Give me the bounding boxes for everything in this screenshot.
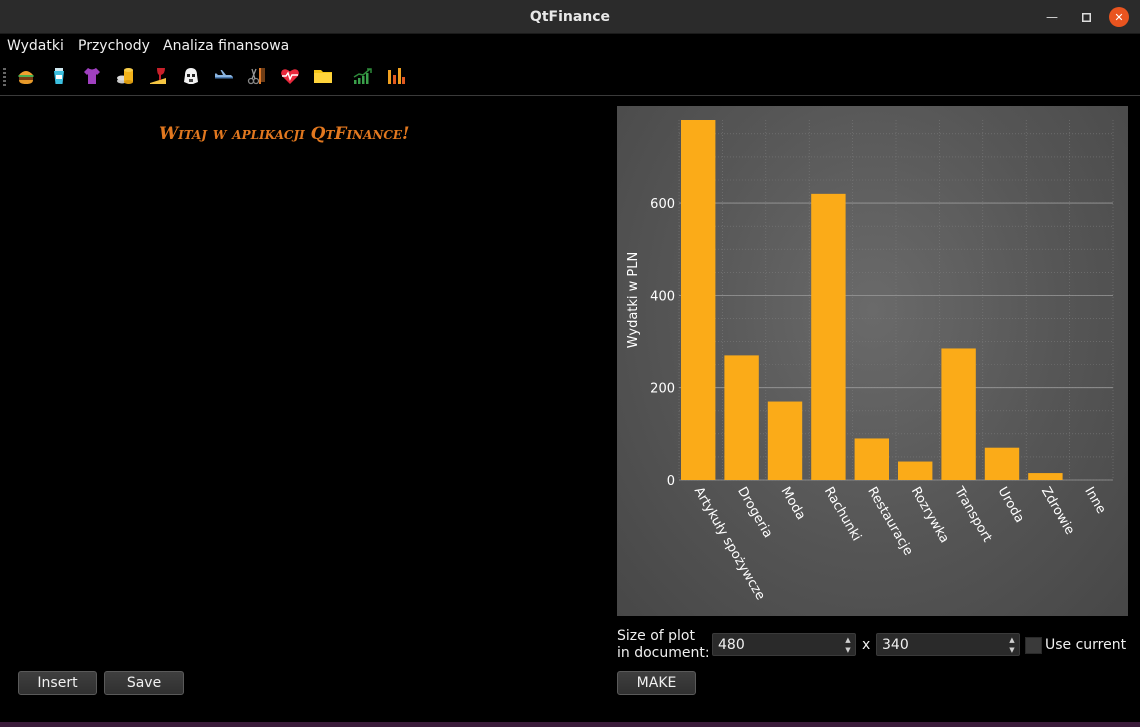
x-tick-label: Transport xyxy=(951,484,995,545)
bar-0 xyxy=(681,120,716,480)
spin-up-icon[interactable]: ▲ xyxy=(845,636,851,644)
welcome-text: Witaj w aplikacji QtFinance! xyxy=(159,124,410,144)
desktop-edge xyxy=(0,722,1140,727)
x-tick-label: Uroda xyxy=(995,485,1027,526)
close-icon: ✕ xyxy=(1114,10,1124,24)
plot-size-label-line1: Size of plot xyxy=(617,628,695,644)
use-current-checkbox-box[interactable] xyxy=(1025,637,1042,654)
toolbar-grip[interactable] xyxy=(3,68,6,86)
plot-width-value: 480 xyxy=(718,637,745,653)
x-tick-label: Inne xyxy=(1081,485,1108,517)
folder-icon[interactable] xyxy=(313,66,333,86)
burger-icon[interactable] xyxy=(16,66,36,86)
growth-chart-icon[interactable] xyxy=(353,66,373,86)
bar-5 xyxy=(898,461,933,480)
bar-4 xyxy=(854,438,889,480)
x-tick-label: Rozrywka xyxy=(908,485,952,546)
cosmetics-icon[interactable] xyxy=(49,66,69,86)
bar-3 xyxy=(811,193,846,480)
stormtrooper-icon[interactable] xyxy=(181,66,201,86)
y-tick-label: 0 xyxy=(667,474,675,489)
bar-chart-icon[interactable] xyxy=(386,66,406,86)
menu-przychody[interactable]: Przychody xyxy=(78,38,150,54)
spin-up-icon[interactable]: ▲ xyxy=(1009,636,1015,644)
maximize-icon xyxy=(1081,12,1091,22)
plot-height-value: 340 xyxy=(882,637,909,653)
airplane-icon[interactable] xyxy=(214,66,234,86)
menu-bar: Wydatki Przychody Analiza finansowa xyxy=(0,34,1140,58)
use-current-checkbox[interactable]: Use current xyxy=(1025,636,1127,655)
plot-width-spinbox[interactable]: 480 ▲ ▼ xyxy=(712,633,856,656)
x-tick-label: Restauracje xyxy=(864,485,915,559)
bar-6 xyxy=(941,348,976,480)
coins-icon[interactable] xyxy=(115,66,135,86)
use-current-label: Use current xyxy=(1045,637,1127,653)
y-tick-label: 200 xyxy=(650,382,675,397)
bar-1 xyxy=(724,355,759,480)
tshirt-icon[interactable] xyxy=(82,66,102,86)
bar-7 xyxy=(984,447,1020,480)
spin-down-icon[interactable]: ▼ xyxy=(845,646,851,654)
make-button[interactable]: MAKE xyxy=(617,671,696,695)
spin-down-icon[interactable]: ▼ xyxy=(1009,646,1015,654)
chart-panel: 0 200 400 600 Wydatki w PLN Artykuły spożywcz… xyxy=(617,106,1128,616)
x-tick-label: Zdrowie xyxy=(1038,485,1077,538)
toolbar xyxy=(0,58,1140,96)
plot-height-stepper[interactable]: ▲ ▼ xyxy=(1007,636,1017,654)
minimize-button[interactable]: — xyxy=(1042,7,1062,27)
y-tick-label: 400 xyxy=(650,289,675,304)
wine-icon[interactable] xyxy=(148,66,168,86)
y-tick-label: 600 xyxy=(650,197,675,212)
plot-size-label: Size of plot in document: xyxy=(617,628,710,662)
save-button[interactable]: Save xyxy=(104,671,184,695)
maximize-button[interactable] xyxy=(1076,7,1096,27)
bar-2 xyxy=(767,401,803,480)
plot-width-stepper[interactable]: ▲ ▼ xyxy=(843,636,853,654)
bar-8 xyxy=(1028,473,1063,480)
x-tick-label: Drogeria xyxy=(734,485,775,541)
insert-button[interactable]: Insert xyxy=(18,671,97,695)
window-title: QtFinance xyxy=(529,9,611,25)
x-tick-label: Rachunki xyxy=(821,485,864,544)
heart-pulse-icon[interactable] xyxy=(280,66,300,86)
scissors-comb-icon[interactable] xyxy=(247,66,267,86)
size-separator: x xyxy=(862,637,871,653)
menu-analiza-finansowa[interactable]: Analiza finansowa xyxy=(163,38,290,54)
plot-size-label-line2: in document: xyxy=(617,645,710,661)
minimize-icon: — xyxy=(1046,10,1058,24)
title-bar: QtFinance — ✕ xyxy=(0,0,1140,34)
close-button[interactable]: ✕ xyxy=(1109,7,1129,27)
plot-height-spinbox[interactable]: 340 ▲ ▼ xyxy=(876,633,1020,656)
menu-wydatki[interactable]: Wydatki xyxy=(7,38,64,54)
x-tick-label: Moda xyxy=(778,485,809,523)
y-axis-label: Wydatki w PLN xyxy=(626,252,641,348)
